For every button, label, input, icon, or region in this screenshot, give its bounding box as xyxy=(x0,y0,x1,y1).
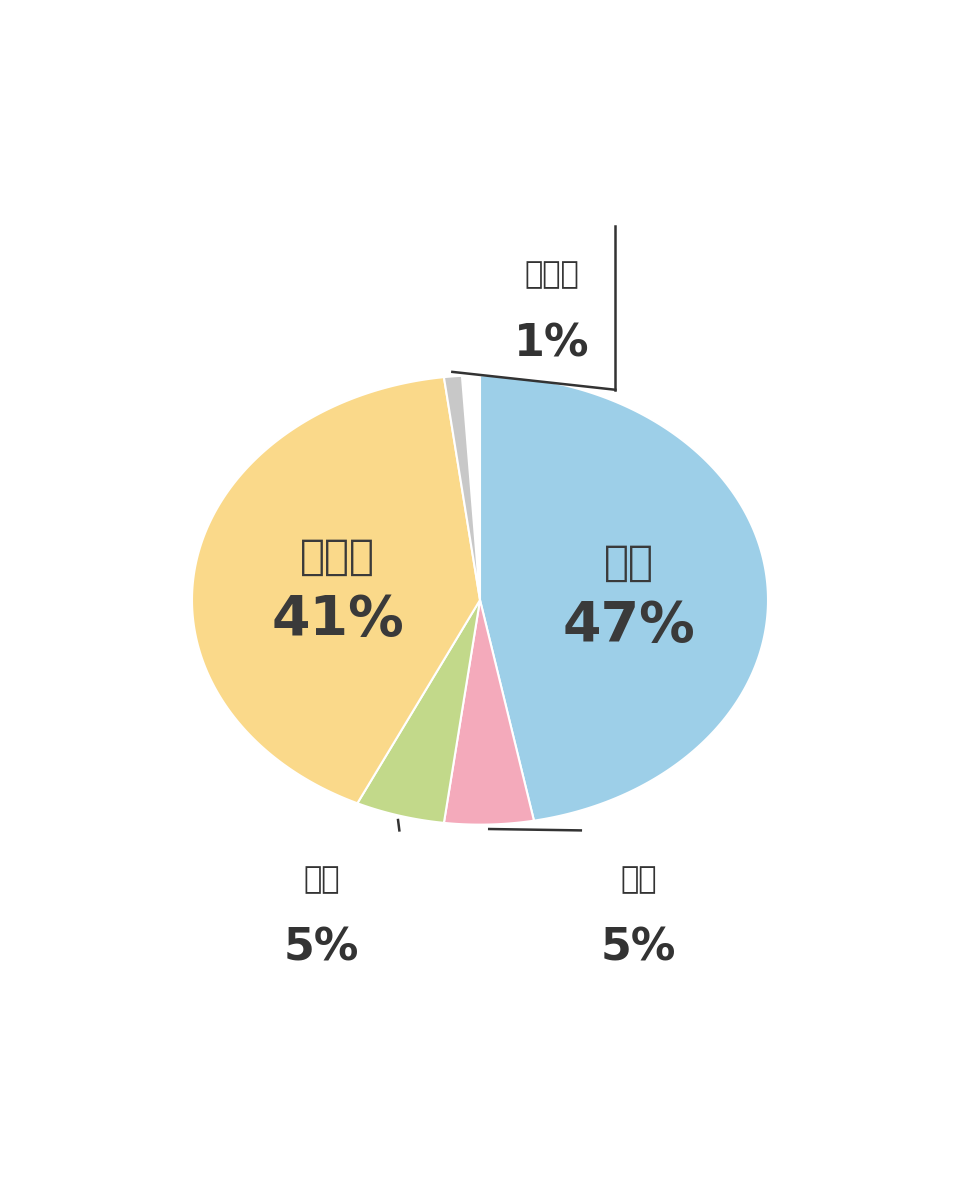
Text: 米国: 米国 xyxy=(620,865,657,894)
Text: 欧州: 欧州 xyxy=(303,865,340,894)
Text: 5%: 5% xyxy=(284,926,359,970)
Polygon shape xyxy=(444,600,534,824)
Text: 47%: 47% xyxy=(563,600,695,654)
Text: 41%: 41% xyxy=(272,593,404,647)
Polygon shape xyxy=(444,376,480,600)
Polygon shape xyxy=(357,600,480,823)
Text: 5%: 5% xyxy=(601,926,676,970)
Polygon shape xyxy=(480,376,768,821)
Text: 日本: 日本 xyxy=(604,542,654,584)
Text: アジア: アジア xyxy=(300,535,375,577)
Polygon shape xyxy=(192,377,480,803)
Text: 1%: 1% xyxy=(515,322,589,365)
Text: その他: その他 xyxy=(524,260,580,289)
